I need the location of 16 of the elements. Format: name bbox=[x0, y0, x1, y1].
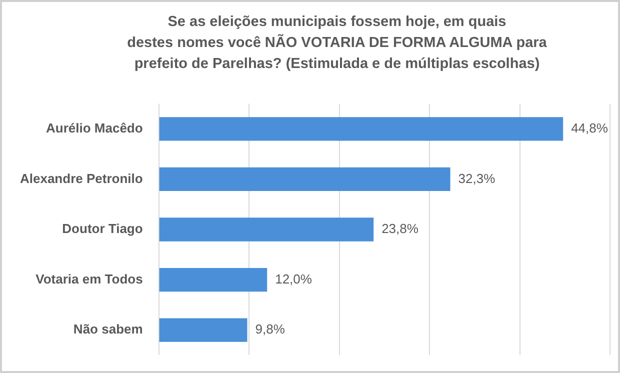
y-tick-label: Votaria em Todos bbox=[36, 271, 143, 286]
bar bbox=[159, 117, 564, 141]
y-tick-label: Não sabem bbox=[73, 322, 143, 337]
chart-title: Se as eleições municipais fossem hoje, em quais destes nomes você NÃO VOTARIA DE FORMA ALGUMA para prefeito de Parelhas? (Estimulada e de múltiplas escolhas) bbox=[126, 13, 548, 74]
bar bbox=[159, 318, 248, 342]
data-label: 32,3% bbox=[458, 170, 496, 186]
bar bbox=[159, 218, 374, 242]
y-tick-label: Aurélio Macêdo bbox=[46, 120, 143, 136]
data-label: 23,8% bbox=[382, 221, 419, 236]
data-label: 44,8% bbox=[571, 120, 608, 136]
y-tick-label: Alexandre Petronilo bbox=[20, 170, 143, 186]
bar bbox=[159, 268, 268, 292]
data-label: 12,0% bbox=[275, 271, 312, 286]
y-tick-label: Doutor Tiago bbox=[62, 221, 143, 236]
data-label: 9,8% bbox=[255, 322, 286, 337]
bar bbox=[159, 167, 450, 192]
